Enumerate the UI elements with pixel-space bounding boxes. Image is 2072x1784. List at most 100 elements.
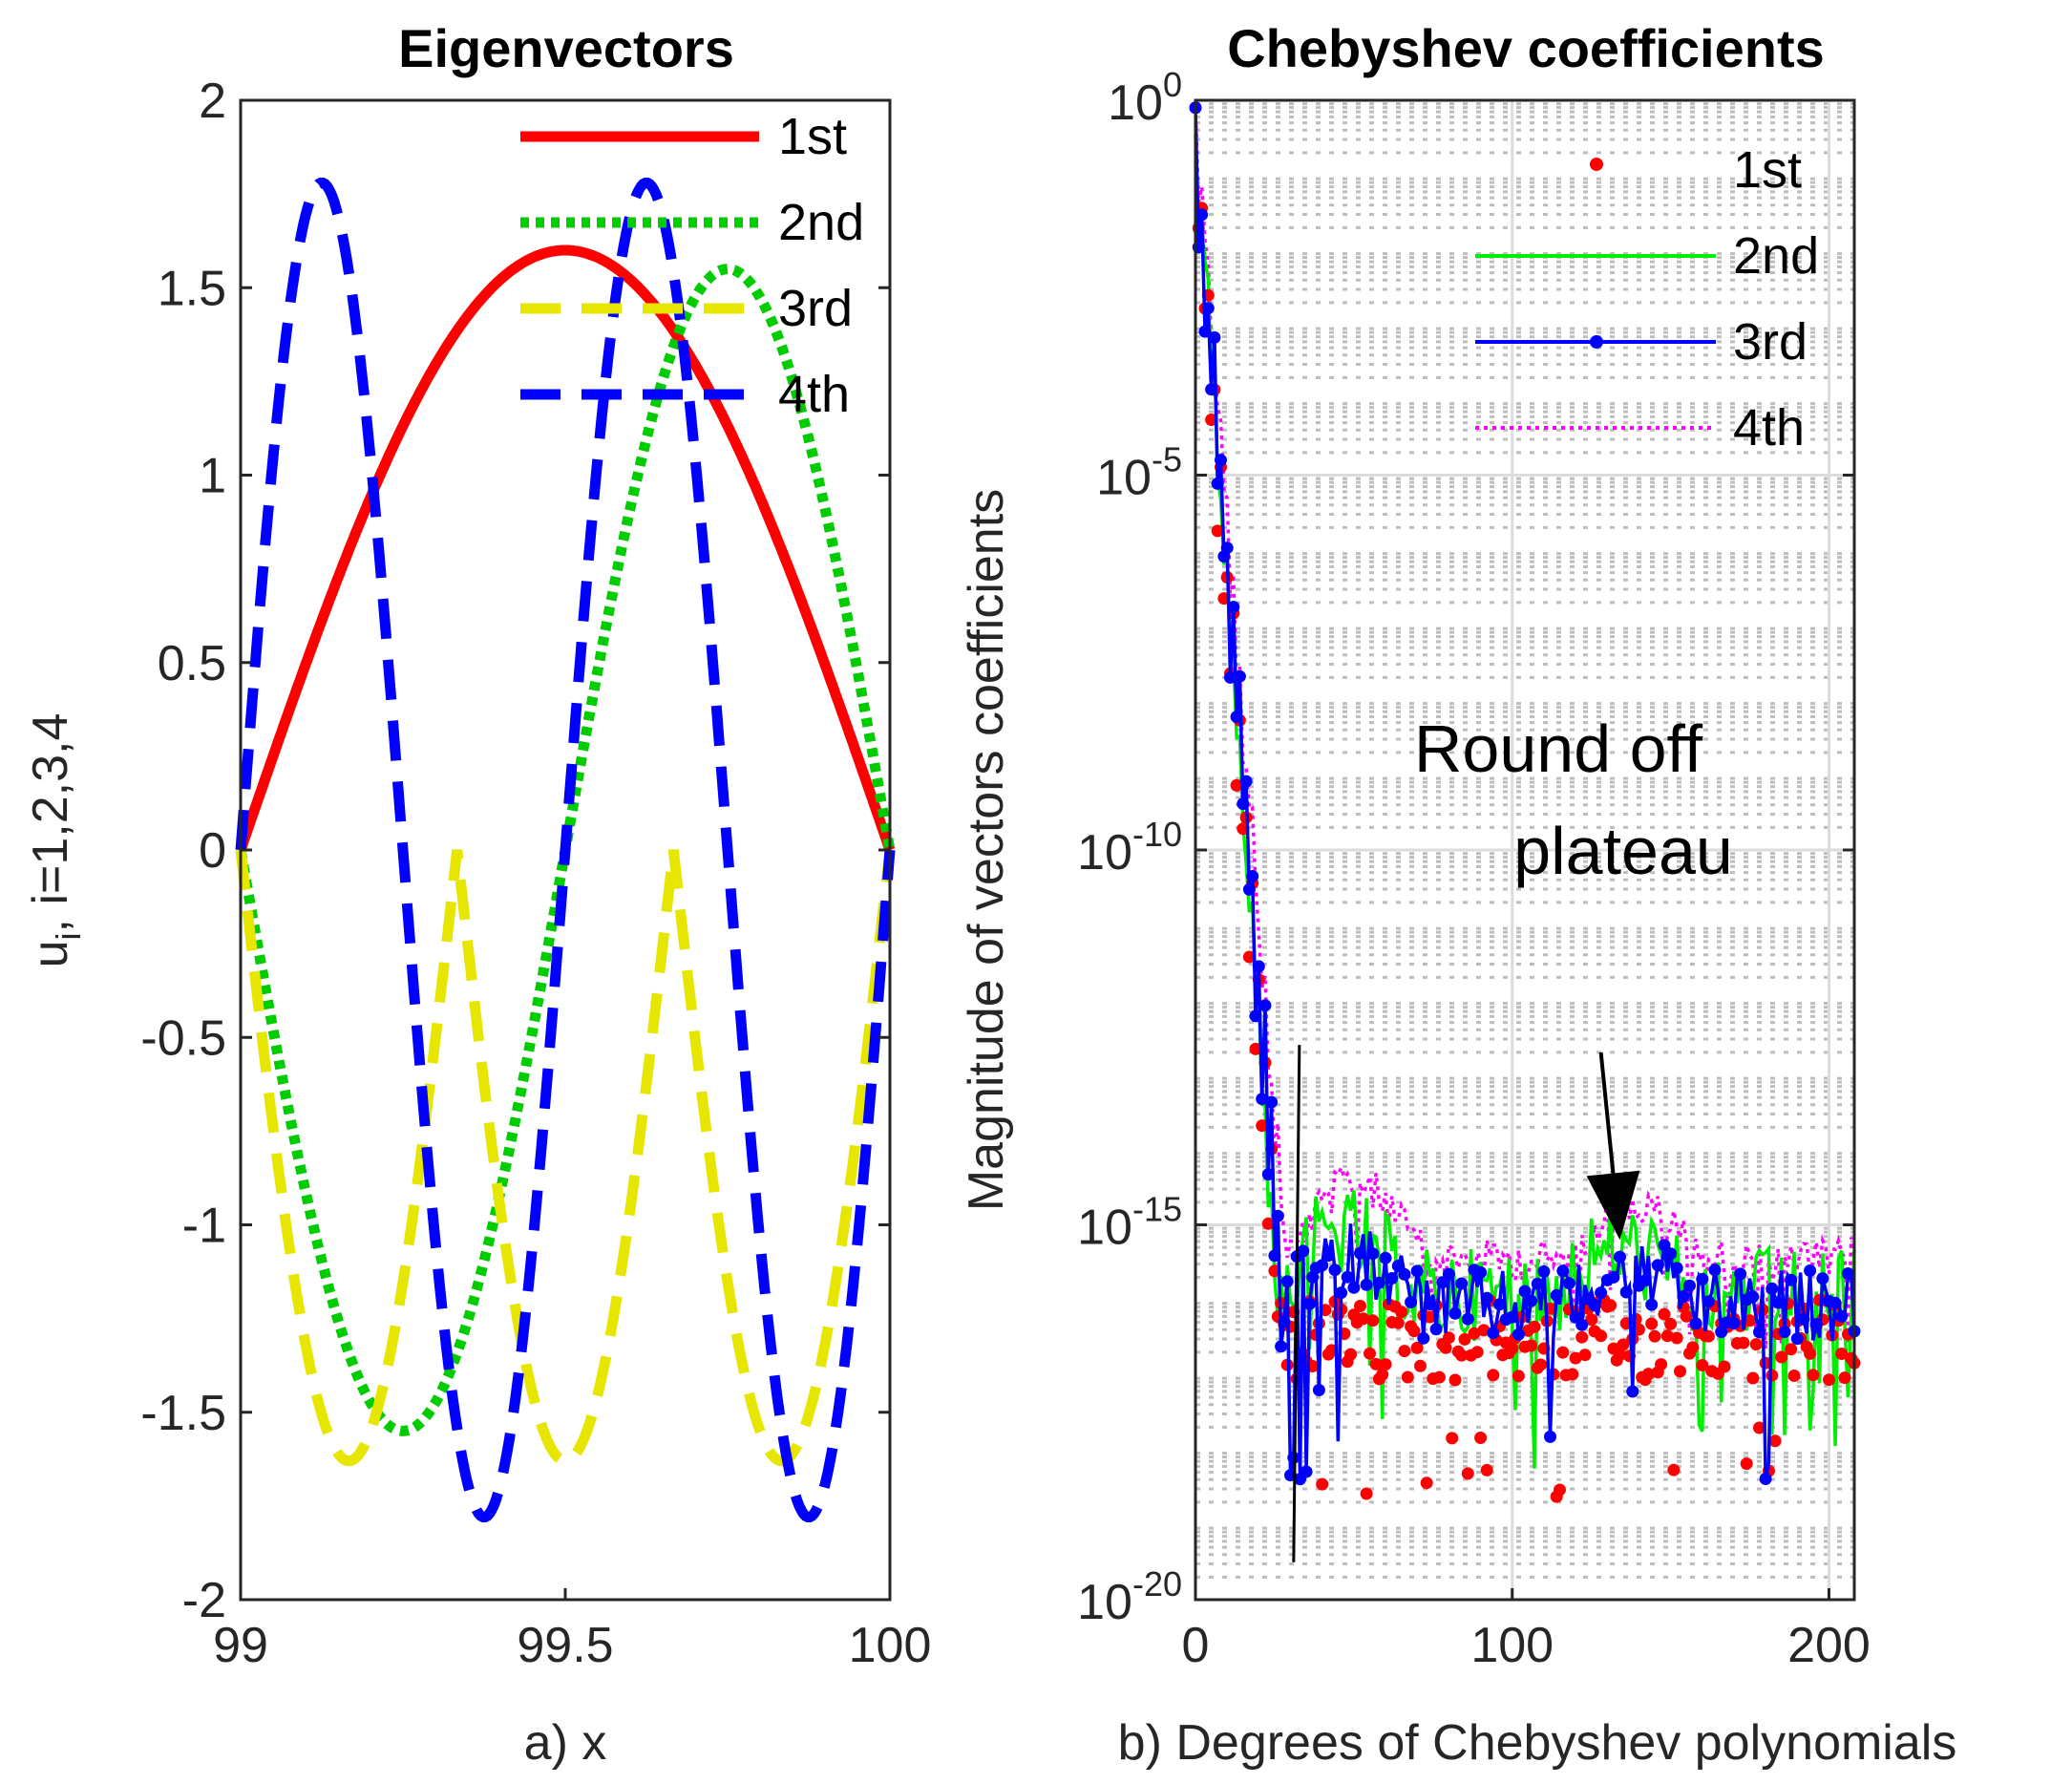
data-point-1st bbox=[1645, 1317, 1659, 1330]
data-point-3rd bbox=[1797, 1312, 1810, 1326]
panel-a-series bbox=[235, 178, 896, 1522]
data-point-3rd bbox=[1398, 1267, 1411, 1281]
data-point-1st bbox=[1528, 1320, 1541, 1333]
data-point-1st bbox=[1648, 1329, 1661, 1343]
data-point-1st bbox=[1364, 1347, 1376, 1360]
data-point-3rd bbox=[1448, 1306, 1462, 1320]
y-tick-base: 10 bbox=[1077, 825, 1132, 881]
y-tick-label: -1.5 bbox=[140, 1386, 226, 1441]
annotation-arrow-head bbox=[1586, 1170, 1640, 1241]
data-point-3rd bbox=[1562, 1277, 1575, 1290]
data-point-1st bbox=[1407, 1325, 1421, 1338]
data-point-3rd bbox=[1518, 1285, 1532, 1298]
data-point-3rd bbox=[1242, 882, 1256, 896]
data-point-3rd bbox=[1702, 1295, 1715, 1308]
data-point-1st bbox=[1424, 1310, 1436, 1324]
data-point-3rd bbox=[1252, 960, 1265, 973]
data-point-1st bbox=[1804, 1347, 1817, 1360]
data-point-3rd bbox=[1220, 542, 1234, 555]
data-point-3rd bbox=[1512, 1327, 1525, 1341]
data-point-3rd bbox=[1746, 1290, 1760, 1304]
data-point-1st bbox=[1585, 1313, 1598, 1327]
data-point-1st bbox=[1401, 1370, 1414, 1384]
y-tick-label: -1 bbox=[182, 1199, 226, 1254]
data-point-3rd bbox=[1261, 1168, 1275, 1181]
data-point-3rd bbox=[1531, 1277, 1544, 1290]
data-point-3rd bbox=[1677, 1290, 1690, 1303]
data-point-1st bbox=[1230, 778, 1243, 792]
data-point-3rd bbox=[1347, 1281, 1361, 1294]
series-line-2nd bbox=[1194, 134, 1856, 1469]
data-point-1st bbox=[1787, 1370, 1801, 1382]
data-point-3rd bbox=[1198, 325, 1212, 338]
y-tick-base: 10 bbox=[1108, 75, 1163, 131]
data-point-3rd bbox=[1544, 1430, 1556, 1443]
data-point-3rd bbox=[1556, 1264, 1570, 1278]
data-point-3rd bbox=[1424, 1298, 1436, 1311]
data-point-3rd bbox=[1455, 1277, 1469, 1290]
data-point-1st bbox=[1420, 1476, 1433, 1490]
y-label-subscript: i bbox=[49, 932, 88, 940]
data-point-1st bbox=[1696, 1359, 1709, 1371]
data-point-3rd bbox=[1316, 1259, 1329, 1272]
data-point-3rd bbox=[1360, 1278, 1373, 1291]
data-point-1st bbox=[1534, 1358, 1548, 1371]
data-point-3rd bbox=[1708, 1264, 1722, 1277]
data-point-3rd bbox=[1696, 1272, 1709, 1285]
data-point-3rd bbox=[1379, 1251, 1392, 1264]
data-point-1st bbox=[1746, 1371, 1760, 1385]
data-point-1st bbox=[1566, 1368, 1579, 1381]
degree-cutoff-marker-line bbox=[1292, 1045, 1301, 1562]
data-point-1st bbox=[1439, 1341, 1452, 1354]
data-point-3rd bbox=[1841, 1267, 1854, 1280]
y-tick-label: 100 bbox=[1108, 65, 1182, 131]
data-point-3rd bbox=[1771, 1296, 1785, 1309]
data-point-3rd bbox=[1651, 1259, 1664, 1272]
data-point-1st bbox=[1744, 1314, 1756, 1327]
data-point-3rd bbox=[1790, 1332, 1804, 1346]
legend-label-2nd: 2nd bbox=[1733, 227, 1819, 285]
x-tick-label: 99 bbox=[213, 1618, 268, 1673]
data-point-1st bbox=[1410, 1341, 1424, 1354]
data-point-3rd bbox=[1429, 1323, 1443, 1336]
data-point-1st bbox=[1835, 1348, 1849, 1360]
x-tick-label: 100 bbox=[849, 1618, 932, 1673]
data-point-3rd bbox=[1614, 1250, 1626, 1264]
data-point-3rd bbox=[1249, 1009, 1262, 1023]
data-point-3rd bbox=[1258, 999, 1272, 1012]
y-tick-exponent: 0 bbox=[1163, 65, 1182, 104]
data-point-3rd bbox=[1391, 1260, 1405, 1272]
data-point-1st bbox=[1614, 1349, 1626, 1362]
data-point-3rd bbox=[1537, 1264, 1551, 1278]
series-line-3rd bbox=[235, 849, 896, 1467]
data-point-1st bbox=[1477, 1324, 1491, 1337]
data-point-1st bbox=[1256, 1119, 1269, 1133]
panel-a-x-axis-label: a) x bbox=[524, 1715, 607, 1771]
data-point-3rd bbox=[1670, 1262, 1683, 1275]
data-point-3rd bbox=[1816, 1272, 1829, 1285]
data-point-3rd bbox=[1366, 1247, 1380, 1261]
data-point-1st bbox=[1595, 1329, 1608, 1343]
data-point-1st bbox=[1680, 1309, 1693, 1323]
panel-a-eigenvectors: Eigenvectors -2 -1.5 -1 -0.5 0 0.5 1 1.5 2 99 99.5… bbox=[23, 18, 931, 1771]
annotation-text-line-2: plateau bbox=[1513, 814, 1733, 888]
data-point-3rd bbox=[1753, 1326, 1765, 1339]
data-point-3rd bbox=[1211, 477, 1224, 490]
y-tick-exponent: -20 bbox=[1132, 1564, 1182, 1603]
data-point-3rd bbox=[1271, 1209, 1284, 1222]
panel-b-y-axis-label: Magnitude of vectors coefficients bbox=[959, 489, 1014, 1211]
panel-a-legend: 1st 2nd 3rd 4th bbox=[520, 108, 864, 423]
data-point-3rd bbox=[1689, 1317, 1702, 1330]
data-point-3rd bbox=[1487, 1327, 1500, 1340]
x-tick-label: 200 bbox=[1787, 1618, 1871, 1673]
data-point-3rd bbox=[1230, 711, 1243, 724]
data-point-3rd bbox=[1275, 1340, 1288, 1353]
legend-entry-1st: 1st bbox=[1590, 141, 1802, 199]
data-point-3rd bbox=[1575, 1318, 1589, 1331]
data-point-3rd bbox=[1417, 1331, 1430, 1345]
data-point-1st bbox=[1749, 1338, 1763, 1351]
data-point-3rd bbox=[1765, 1282, 1779, 1295]
legend-marker-3rd bbox=[1590, 335, 1603, 349]
data-point-1st bbox=[1753, 1421, 1765, 1434]
